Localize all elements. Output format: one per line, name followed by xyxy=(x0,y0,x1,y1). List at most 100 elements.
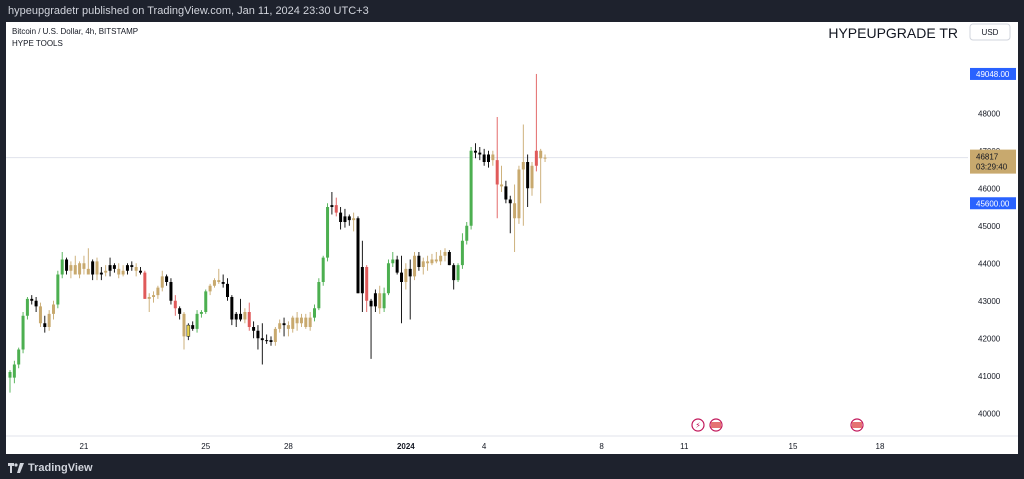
candle-body xyxy=(178,308,182,314)
candle xyxy=(230,295,234,326)
candle xyxy=(530,162,534,196)
candle-body xyxy=(430,259,434,264)
candle-body xyxy=(52,304,55,314)
candle xyxy=(252,321,256,339)
x-tick-label: 25 xyxy=(201,442,210,451)
candle xyxy=(191,321,195,331)
candle xyxy=(408,259,412,320)
candle xyxy=(12,360,16,384)
candle xyxy=(173,295,177,316)
x-tick-label: 8 xyxy=(599,442,604,451)
x-tick-label: 28 xyxy=(284,442,293,451)
candle xyxy=(482,148,486,166)
chart-area[interactable]: Bitcoin / U.S. Dollar, 4h, BITSTAMP HYPE… xyxy=(6,22,1018,454)
candle xyxy=(526,154,530,207)
y-tick-label: 41000 xyxy=(978,372,1001,381)
candle-body xyxy=(439,255,443,262)
candle-body xyxy=(8,372,12,378)
candle-body xyxy=(60,259,64,275)
candle-body xyxy=(95,261,99,275)
candle-body xyxy=(147,297,151,299)
candle xyxy=(286,321,290,337)
candle-body xyxy=(278,323,282,329)
candle xyxy=(295,312,299,331)
candle-body xyxy=(25,298,29,316)
candle-body xyxy=(452,265,456,281)
candle-body xyxy=(217,280,221,282)
candle-body xyxy=(265,340,269,342)
candle xyxy=(352,212,356,232)
candle xyxy=(60,252,64,279)
candle xyxy=(121,265,125,277)
candle-body xyxy=(91,261,95,275)
currency-button[interactable] xyxy=(969,23,1011,41)
candle xyxy=(452,263,456,290)
candle-body xyxy=(73,265,77,275)
countdown-label: 03:29:40 xyxy=(976,163,1008,172)
x-tick-label: 15 xyxy=(789,442,798,451)
candle-body xyxy=(460,240,464,266)
candle xyxy=(99,267,103,281)
tradingview-logo[interactable]: TradingView xyxy=(8,462,93,474)
candle-body xyxy=(65,259,69,271)
candles-layer xyxy=(8,73,547,393)
earnings-event-icon[interactable] xyxy=(691,418,705,432)
candle-body xyxy=(347,216,351,221)
candle-body xyxy=(269,340,273,342)
y-tick-label: 40000 xyxy=(978,409,1001,418)
candle-body xyxy=(234,313,238,320)
candle-body xyxy=(400,272,403,282)
candlestick-chart[interactable]: Bitcoin / U.S. Dollar, 4h, BITSTAMP HYPE… xyxy=(6,22,1018,454)
candle-body xyxy=(313,308,316,318)
candle-body xyxy=(373,293,377,307)
currency-label: USD xyxy=(982,28,999,37)
time-axis[interactable]: 21 25 28 2024 4 8 11 15 18 xyxy=(6,435,1018,451)
published-text: hypeupgradetr published on TradingView.c… xyxy=(8,5,369,17)
candle xyxy=(104,265,108,277)
candle xyxy=(308,312,312,331)
candle xyxy=(382,287,386,312)
candle xyxy=(52,300,55,320)
candle-body xyxy=(12,364,16,378)
candle-body xyxy=(212,280,216,286)
brand-name: TradingView xyxy=(28,462,93,474)
symbol-line: Bitcoin / U.S. Dollar, 4h, BITSTAMP xyxy=(12,27,138,36)
high-price-label: 49048.00 xyxy=(976,70,1010,79)
candle-body xyxy=(487,154,490,162)
low-price-label-bg xyxy=(970,197,1016,210)
footer-bar: TradingView xyxy=(0,458,1024,479)
flag-icon-2 xyxy=(852,422,862,428)
candle-body xyxy=(130,265,134,267)
candle xyxy=(334,197,338,217)
candle xyxy=(291,315,295,333)
candle xyxy=(108,257,112,277)
candle xyxy=(178,306,182,320)
price-axis[interactable]: 4000041000420004300044000450004600047000… xyxy=(970,67,1016,418)
candle xyxy=(513,184,517,252)
candle-body xyxy=(369,300,373,307)
event-markers[interactable]: ⚡ xyxy=(691,418,864,432)
candle-body xyxy=(221,282,225,284)
candle xyxy=(343,208,347,228)
candle xyxy=(447,250,451,266)
candle-body xyxy=(30,298,34,301)
candle xyxy=(386,259,390,296)
candle xyxy=(217,268,221,284)
candle xyxy=(208,283,212,296)
candle-body xyxy=(286,325,290,329)
publish-bar: hypeupgradetr published on TradingView.c… xyxy=(0,0,1024,22)
candle xyxy=(134,263,138,277)
candle-body xyxy=(160,276,164,288)
candle-body xyxy=(199,312,203,314)
candle-body xyxy=(273,328,277,342)
candle-body xyxy=(112,265,116,269)
candle xyxy=(521,124,525,226)
candle-body xyxy=(543,157,547,159)
candle xyxy=(47,310,51,331)
candle xyxy=(304,313,308,329)
candle xyxy=(534,73,538,172)
candle xyxy=(143,270,147,299)
candle-body xyxy=(78,263,82,275)
candle xyxy=(273,327,277,346)
candle-body xyxy=(125,265,129,271)
